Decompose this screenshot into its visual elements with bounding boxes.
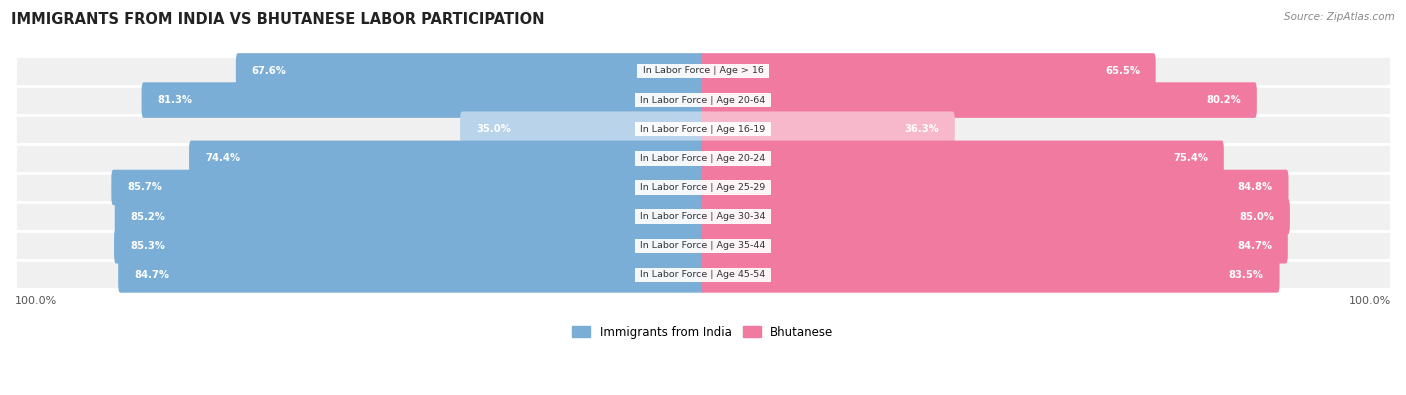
Text: 75.4%: 75.4% — [1173, 153, 1208, 164]
Text: 85.2%: 85.2% — [131, 212, 166, 222]
Text: 85.0%: 85.0% — [1239, 212, 1274, 222]
Text: In Labor Force | Age 16-19: In Labor Force | Age 16-19 — [637, 125, 769, 134]
Text: In Labor Force | Age 20-24: In Labor Force | Age 20-24 — [637, 154, 769, 163]
FancyBboxPatch shape — [702, 82, 1257, 118]
FancyBboxPatch shape — [702, 111, 955, 147]
FancyBboxPatch shape — [702, 257, 1279, 293]
FancyBboxPatch shape — [142, 82, 704, 118]
Text: 84.7%: 84.7% — [134, 270, 169, 280]
Legend: Immigrants from India, Bhutanese: Immigrants from India, Bhutanese — [568, 321, 838, 343]
FancyBboxPatch shape — [111, 170, 704, 205]
Text: In Labor Force | Age 45-54: In Labor Force | Age 45-54 — [637, 271, 769, 279]
Text: In Labor Force | Age 35-44: In Labor Force | Age 35-44 — [637, 241, 769, 250]
FancyBboxPatch shape — [702, 170, 1288, 205]
Bar — [15, 85, 1391, 115]
Text: 65.5%: 65.5% — [1105, 66, 1140, 76]
FancyBboxPatch shape — [702, 199, 1289, 234]
Text: 74.4%: 74.4% — [205, 153, 240, 164]
Text: 85.3%: 85.3% — [129, 241, 165, 251]
Text: 35.0%: 35.0% — [477, 124, 510, 134]
Text: 67.6%: 67.6% — [252, 66, 287, 76]
Text: 84.7%: 84.7% — [1237, 241, 1272, 251]
Text: Source: ZipAtlas.com: Source: ZipAtlas.com — [1284, 12, 1395, 22]
Bar — [15, 56, 1391, 85]
Text: In Labor Force | Age 20-64: In Labor Force | Age 20-64 — [637, 96, 769, 105]
FancyBboxPatch shape — [115, 199, 704, 234]
Text: IMMIGRANTS FROM INDIA VS BHUTANESE LABOR PARTICIPATION: IMMIGRANTS FROM INDIA VS BHUTANESE LABOR… — [11, 12, 544, 27]
FancyBboxPatch shape — [118, 257, 704, 293]
Text: 100.0%: 100.0% — [1348, 296, 1391, 306]
Bar — [15, 144, 1391, 173]
Text: 80.2%: 80.2% — [1206, 95, 1241, 105]
Text: 100.0%: 100.0% — [15, 296, 58, 306]
Bar — [15, 231, 1391, 260]
Text: 81.3%: 81.3% — [157, 95, 193, 105]
FancyBboxPatch shape — [702, 141, 1223, 176]
Text: In Labor Force | Age 30-34: In Labor Force | Age 30-34 — [637, 212, 769, 221]
Bar — [15, 115, 1391, 144]
FancyBboxPatch shape — [460, 111, 704, 147]
FancyBboxPatch shape — [702, 53, 1156, 89]
Bar — [15, 202, 1391, 231]
Text: 36.3%: 36.3% — [904, 124, 939, 134]
FancyBboxPatch shape — [236, 53, 704, 89]
Text: In Labor Force | Age 25-29: In Labor Force | Age 25-29 — [637, 183, 769, 192]
Text: In Labor Force | Age > 16: In Labor Force | Age > 16 — [640, 66, 766, 75]
FancyBboxPatch shape — [114, 228, 704, 263]
FancyBboxPatch shape — [188, 141, 704, 176]
FancyBboxPatch shape — [702, 228, 1288, 263]
Bar — [15, 260, 1391, 290]
Text: 85.7%: 85.7% — [127, 182, 162, 192]
Text: 84.8%: 84.8% — [1237, 182, 1272, 192]
Bar — [15, 173, 1391, 202]
Text: 83.5%: 83.5% — [1229, 270, 1264, 280]
